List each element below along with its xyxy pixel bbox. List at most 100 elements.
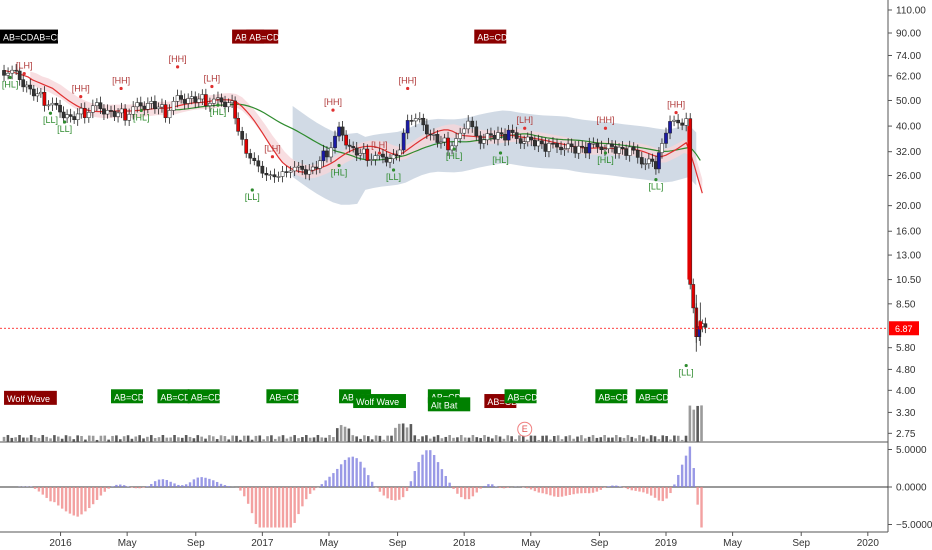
histogram-bar xyxy=(212,480,215,487)
candle-body xyxy=(583,146,588,154)
candle-body xyxy=(149,101,154,104)
histogram-bar xyxy=(498,487,502,488)
histogram-bar xyxy=(270,487,273,528)
candle-body xyxy=(698,321,703,330)
histogram-bar xyxy=(277,487,281,528)
volume-bar xyxy=(343,426,347,442)
time-tick-label: 2018 xyxy=(453,538,476,549)
histogram-bar xyxy=(584,487,587,494)
histogram-bar xyxy=(545,487,548,495)
candle-body xyxy=(244,139,249,154)
histogram-bar xyxy=(677,474,680,487)
swing-dot xyxy=(684,363,688,368)
histogram-bar xyxy=(107,487,110,489)
candle-body xyxy=(219,97,224,103)
volume-bar xyxy=(211,436,215,442)
candle-body xyxy=(296,165,301,168)
volume-bar xyxy=(514,439,517,442)
candle-body xyxy=(388,158,392,163)
volume-bar xyxy=(456,437,459,442)
volume-bar xyxy=(142,438,145,442)
histogram-bar xyxy=(103,487,106,492)
candle-body xyxy=(606,143,611,150)
price-tick-label: 4.00 xyxy=(896,386,916,397)
volume-bar xyxy=(60,438,64,442)
swing-label: [HL] xyxy=(331,168,348,178)
histogram-bar xyxy=(173,483,176,487)
volume-bar xyxy=(490,438,494,442)
histogram-bar xyxy=(653,487,657,498)
volume-bar xyxy=(355,436,358,442)
histogram-bar xyxy=(491,484,494,487)
candle-body xyxy=(489,133,493,136)
volume-bar xyxy=(270,435,273,442)
swing-label: [LL] xyxy=(386,172,401,182)
histogram-bar xyxy=(615,485,618,487)
candle-body xyxy=(102,108,106,115)
histogram-bar xyxy=(161,479,165,487)
volume-bar xyxy=(72,439,76,442)
histogram-bar xyxy=(692,468,695,487)
histogram-bar xyxy=(192,479,196,487)
volume-bar xyxy=(33,437,37,442)
candle-body xyxy=(566,143,570,149)
candle-body xyxy=(599,146,604,150)
time-tick-label: May xyxy=(118,538,137,549)
volume-bar xyxy=(421,436,424,442)
volume-bar xyxy=(595,437,599,442)
swing-dot xyxy=(391,168,396,172)
volume-bar xyxy=(130,438,134,442)
volume-bar xyxy=(556,435,560,442)
volume-bar xyxy=(394,427,397,442)
histogram-bar xyxy=(413,471,416,487)
volume-bar xyxy=(642,436,645,442)
candle-body xyxy=(466,120,471,130)
volume-bar xyxy=(351,435,355,442)
histogram-bar xyxy=(460,487,463,498)
candle-body xyxy=(576,145,581,154)
histogram-bar xyxy=(208,478,211,487)
candle-body xyxy=(186,98,191,104)
price-tick-label: 32.00 xyxy=(896,147,921,158)
candle-body xyxy=(10,69,14,74)
candle-body xyxy=(580,145,585,148)
candle-body xyxy=(142,105,147,110)
volume-bar xyxy=(204,438,207,442)
swing-dot xyxy=(119,86,123,91)
histogram-bar xyxy=(293,487,296,523)
volume-bar xyxy=(18,435,21,442)
candle-body xyxy=(405,120,410,134)
volume-bar xyxy=(649,435,653,442)
volume-bar xyxy=(583,438,587,442)
candle-body xyxy=(361,148,366,154)
candle-body xyxy=(591,142,596,145)
histogram-bar xyxy=(607,486,610,487)
histogram-bar xyxy=(401,487,405,498)
volume-bar xyxy=(614,435,618,442)
histogram-bar xyxy=(320,484,323,487)
candle-body xyxy=(518,138,523,144)
histogram-bar xyxy=(243,487,246,497)
candle-body xyxy=(413,118,418,122)
candle-body xyxy=(95,102,99,107)
histogram-bar xyxy=(200,477,203,487)
swing-dot xyxy=(210,84,214,89)
histogram-bar xyxy=(33,487,37,489)
swing-label: [LL] xyxy=(43,115,58,125)
histogram-bar xyxy=(642,487,645,493)
volume-bar xyxy=(281,435,285,442)
volume-bar xyxy=(645,438,649,442)
volume-bar xyxy=(611,437,614,442)
candle-body xyxy=(562,148,567,151)
volume-bar xyxy=(335,428,339,442)
pattern-label: AB=CD xyxy=(191,392,222,402)
histogram-bar xyxy=(591,487,595,493)
histogram-bar xyxy=(646,487,649,494)
candle-body xyxy=(264,173,269,176)
histogram-bar xyxy=(227,486,230,487)
volume-bar xyxy=(200,436,203,442)
candle-body xyxy=(668,121,672,134)
volume-bar xyxy=(258,435,262,442)
volume-bar xyxy=(700,405,703,442)
